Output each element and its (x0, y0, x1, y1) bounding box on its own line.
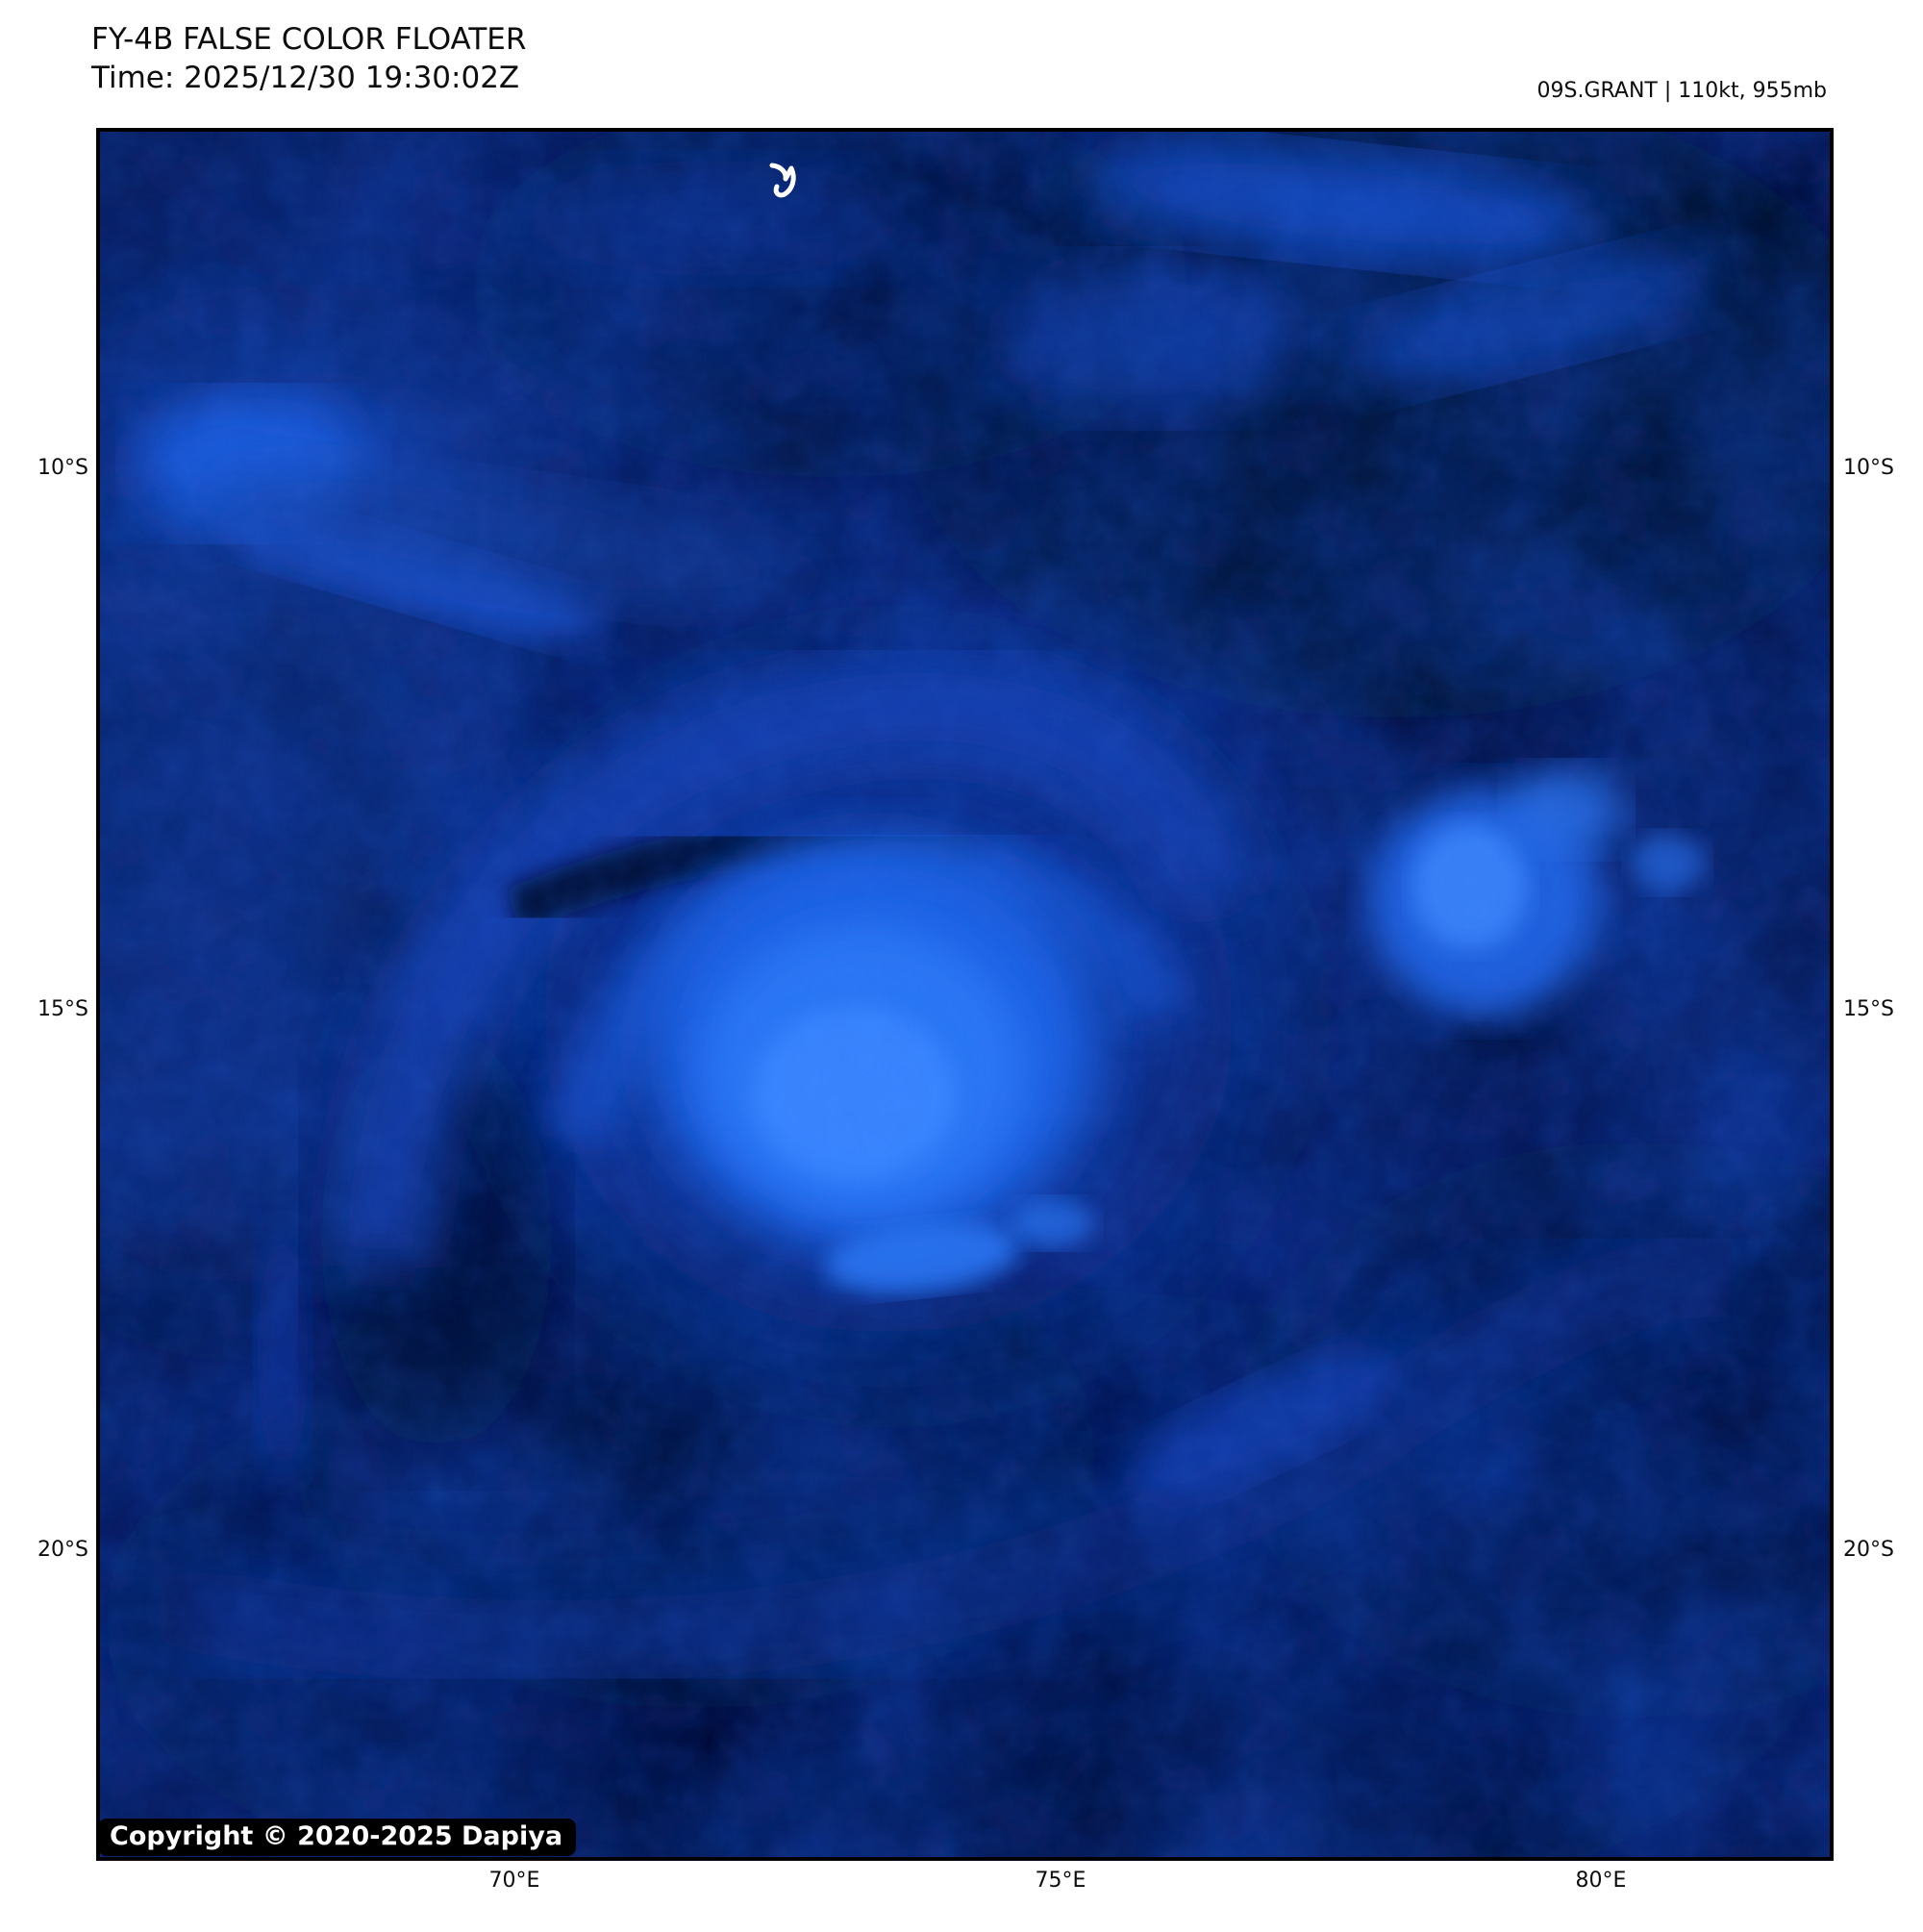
storm-info-label: 09S.GRANT | 110kt, 955mb (1536, 79, 1827, 103)
cloud-fine-grain (100, 132, 1830, 1857)
figure-title: FY-4B FALSE COLOR FLOATER (91, 22, 527, 57)
figure-subtitle: Time: 2025/12/30 19:30:02Z (91, 61, 520, 95)
lon-tick-70e: 70°E (488, 1869, 540, 1893)
lon-tick-75e: 75°E (1035, 1869, 1086, 1893)
copyright-badge: Copyright © 2020-2025 Dapiya (98, 1819, 577, 1856)
satellite-image (100, 132, 1830, 1857)
lat-tick-left-15s: 15°S (37, 997, 88, 1021)
lat-tick-left-10s: 10°S (37, 456, 88, 480)
lon-tick-80e: 80°E (1575, 1869, 1627, 1893)
lat-tick-right-15s: 15°S (1843, 997, 1894, 1021)
lat-tick-left-20s: 20°S (37, 1538, 88, 1562)
map-frame: Copyright © 2020-2025 Dapiya (96, 128, 1834, 1861)
lat-tick-right-10s: 10°S (1843, 456, 1894, 480)
title-block: FY-4B FALSE COLOR FLOATER Time: 2025/12/… (91, 20, 526, 97)
lat-tick-right-20s: 20°S (1843, 1538, 1894, 1562)
storm-marker-icon (769, 163, 796, 198)
